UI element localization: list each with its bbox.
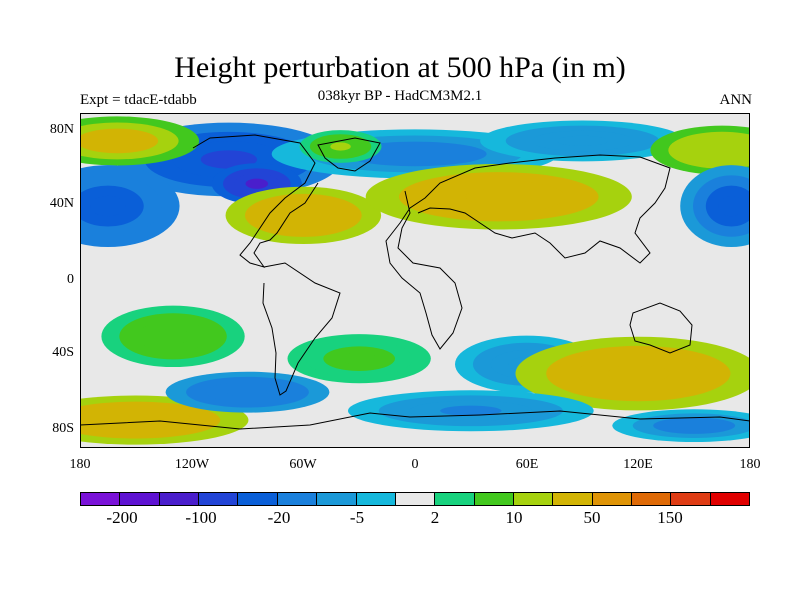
colorbar-cell	[238, 493, 278, 505]
field-contour	[465, 188, 533, 205]
map-title: Height perturbation at 500 hPa (in m)	[174, 51, 626, 84]
x-tick-label: 60E	[515, 457, 539, 472]
colorbar-cell	[710, 493, 750, 505]
coastline-north-america	[192, 134, 319, 268]
colorbar-cell	[632, 493, 672, 505]
x-tick-label: 120E	[623, 457, 653, 472]
field-contour	[227, 387, 268, 398]
field-contour	[330, 142, 351, 151]
colorbar-label: 2	[430, 508, 440, 527]
colorbar-cell	[356, 493, 396, 505]
colorbar-label: 150	[657, 508, 683, 527]
y-tick-label: 40S	[52, 345, 74, 360]
field-contour	[245, 178, 269, 189]
colorbar-label: -20	[267, 508, 291, 527]
map-frame	[80, 113, 750, 448]
colorbar-cell	[159, 493, 200, 505]
field-contour	[283, 208, 323, 223]
field-contour	[440, 405, 502, 416]
colorbar-cell	[199, 493, 239, 505]
height-perturbation-map	[80, 113, 750, 448]
colorbar-cell	[81, 493, 121, 505]
x-tick-label: 60W	[289, 457, 317, 472]
coastline-antarctica	[80, 410, 750, 430]
colorbar-cell	[474, 493, 514, 505]
map-panel	[80, 113, 750, 448]
y-tick-label: 0	[67, 272, 74, 287]
map-subtitle: 038kyr BP - HadCM3M2.1	[317, 88, 483, 104]
field-contour	[704, 144, 740, 157]
coastline-europe-africa	[385, 154, 671, 350]
field-contour	[96, 134, 138, 148]
colorbar-cell	[120, 493, 160, 505]
field-contour	[90, 195, 126, 217]
x-tick-label: 120W	[174, 457, 210, 472]
colorbar-label: -100	[185, 508, 217, 527]
colorbar-cell	[317, 493, 357, 505]
field-contour	[341, 352, 378, 365]
colorbar-label: -5	[349, 508, 365, 527]
field-contour	[607, 364, 670, 383]
field-contour	[718, 195, 745, 217]
colorbar-cell	[395, 493, 436, 505]
coastlines	[80, 134, 750, 430]
experiment-label: Expt = tdacE-tdabb	[80, 92, 197, 108]
y-tick-label: 80N	[49, 122, 74, 137]
colorbar-label: 10	[505, 508, 523, 527]
y-tick-label: 40N	[49, 196, 74, 211]
x-tick-label: 180	[69, 457, 91, 472]
field-contour	[556, 135, 609, 147]
colorbar-cell	[435, 493, 475, 505]
coastline-greenland	[317, 137, 381, 172]
y-tick-label: 80S	[52, 421, 74, 436]
colorbar-cell	[277, 493, 318, 505]
x-tick-label: 0	[411, 457, 419, 472]
field-contour	[107, 413, 164, 427]
colorbar-cell	[671, 493, 711, 505]
colorbar-cell	[513, 493, 554, 505]
field-contour	[379, 147, 451, 161]
colorbar	[80, 492, 750, 506]
colorbar-cell	[553, 493, 593, 505]
colorbar-label: -200	[106, 508, 138, 527]
season-label: ANN	[719, 92, 753, 108]
coastline-south-america	[262, 262, 341, 396]
field-contour	[200, 150, 258, 169]
field-contour	[155, 328, 191, 345]
colorbar-label: 50	[583, 508, 601, 527]
colorbar-cell	[592, 493, 633, 505]
field-contour	[673, 421, 715, 430]
x-tick-label: 180	[739, 457, 761, 472]
coastline-australia	[629, 302, 693, 354]
